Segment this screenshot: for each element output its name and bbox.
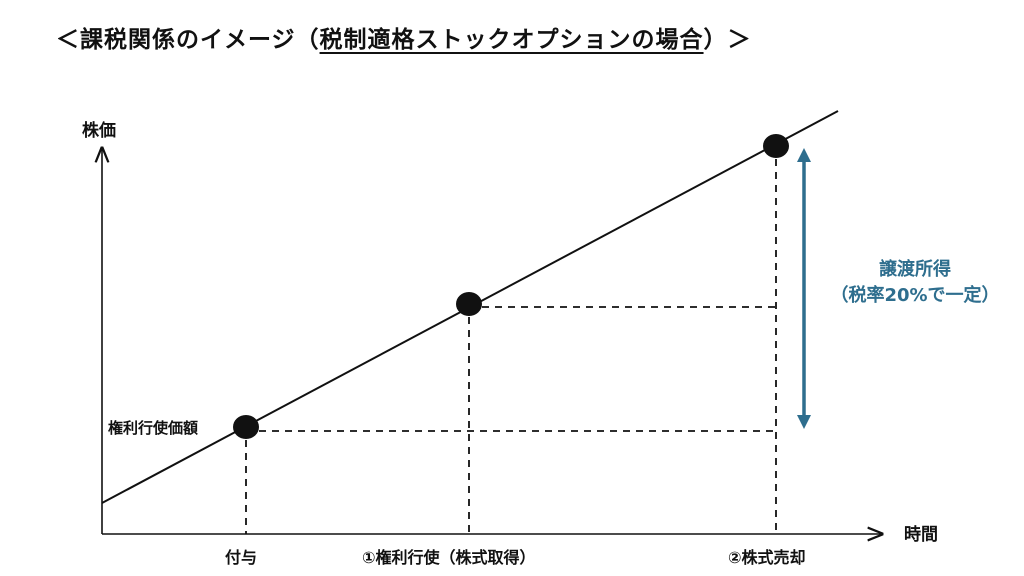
title-suffix: ）＞ — [703, 27, 752, 53]
y-axis-label: 株価 — [82, 121, 116, 141]
x-tick-sale: ②株式売却 — [728, 548, 806, 567]
grant-point — [233, 415, 259, 439]
x-tick-grant: 付与 — [225, 548, 258, 567]
exercise-point — [456, 292, 482, 316]
x-axis-label: 時間 — [904, 525, 938, 545]
exercise-price-label: 権利行使価額 — [108, 419, 199, 437]
sale-point — [763, 134, 789, 158]
x-tick-exercise: ①権利行使（株式取得） — [362, 548, 536, 567]
title-prefix: ＜課税関係のイメージ（ — [56, 27, 320, 53]
capital-gain-title: 譲渡所得 — [879, 259, 951, 280]
capital-gain-label: 譲渡所得 （税率20%で一定） — [825, 257, 1005, 309]
page-title: ＜課税関係のイメージ（税制適格ストックオプションの場合）＞ — [56, 20, 752, 54]
capital-gain-rate: （税率20%で一定） — [830, 285, 1000, 306]
title-underlined: 税制適格ストックオプションの場合 — [319, 27, 704, 53]
